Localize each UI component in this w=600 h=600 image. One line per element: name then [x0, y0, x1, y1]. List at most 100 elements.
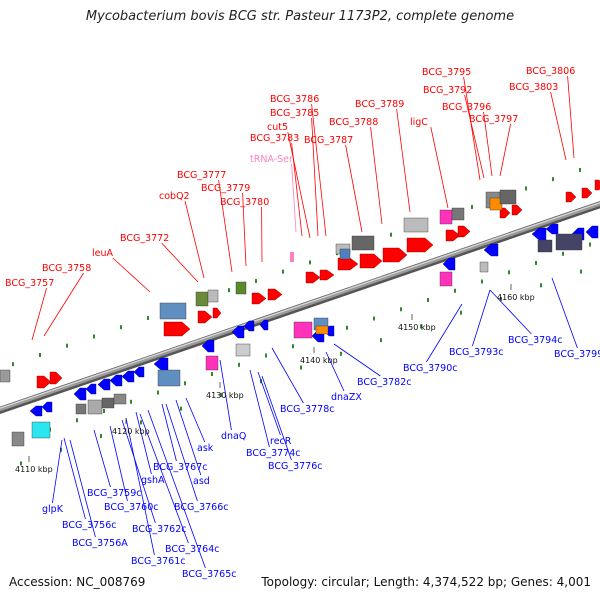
leader-line [31, 287, 47, 341]
forward-gene-arrow [49, 371, 63, 385]
forward-gene-arrow [337, 257, 359, 271]
forward-gene-arrow [581, 187, 593, 199]
reverse-gene-arrow [73, 387, 87, 401]
bottom-gene-label: BCG_3794c [508, 335, 563, 346]
feature-box [439, 271, 453, 287]
top-gene-label: BCG_3792 [423, 85, 472, 96]
top-gene-label: BCG_3786 [270, 94, 319, 105]
feature-box [195, 291, 209, 307]
reverse-gene-arrow [585, 225, 599, 239]
track-marker [100, 434, 102, 439]
track-marker [60, 447, 62, 452]
reverse-gene-arrow [133, 366, 145, 378]
track-marker [228, 288, 230, 293]
forward-gene-arrow [499, 207, 511, 219]
bottom-gene-label: BCG_3756A [72, 538, 128, 549]
bottom-gene-label: BCG_3760c [104, 502, 159, 513]
bottom-gene-label: BCG_3778c [280, 404, 335, 415]
top-gene-label: BCG_3796 [442, 102, 491, 113]
leader-line [426, 303, 463, 363]
leader-line [325, 351, 345, 392]
track-marker [427, 298, 429, 303]
leader-line [396, 108, 411, 213]
leader-line [43, 272, 84, 337]
track-marker [579, 167, 581, 172]
leader-line [430, 126, 449, 209]
forward-gene-arrow [445, 229, 461, 242]
bottom-gene-label: BCG_3761c [131, 556, 186, 567]
backbone-body [0, 201, 600, 412]
track-marker [157, 390, 159, 395]
leader-line [464, 94, 485, 179]
leader-line [63, 437, 86, 520]
forward-gene-arrow [359, 253, 383, 269]
accession-text: Accession: NC_008769 [9, 575, 146, 589]
track-marker [220, 392, 222, 397]
leader-line [463, 76, 481, 181]
forward-gene-arrow [382, 247, 408, 263]
feature-box [205, 355, 219, 371]
leader-line [219, 359, 232, 431]
feature-box [75, 403, 87, 415]
track-marker [471, 204, 473, 209]
leader-line [311, 103, 327, 237]
bottom-gene-label: BCG_3762c [132, 524, 187, 535]
track-marker [211, 372, 213, 377]
feature-box [31, 421, 51, 439]
leader-line [271, 347, 304, 404]
feature-box [499, 189, 517, 205]
leader-line [291, 163, 297, 233]
leader-line [249, 369, 270, 448]
scale-tick-label: 4140 kbp [300, 356, 338, 365]
leader-line [135, 411, 152, 475]
feature-box [351, 235, 375, 251]
reverse-gene-arrow [483, 243, 499, 257]
top-gene-label: BCG_3780 [220, 197, 269, 208]
top-gene-label: BCG_3788 [329, 117, 378, 128]
reverse-gene-arrow [85, 383, 97, 395]
bottom-gene-label: dnaZX [331, 392, 362, 403]
scale-tick-label: 4130 kbp [206, 391, 244, 400]
track-marker [309, 260, 311, 265]
leader-line [93, 429, 111, 488]
scale-ticks: 4110 kbp 4120 kbp 4130 kbp 4140 kbp 4150 kbp… [15, 284, 535, 474]
top-gene-label: tRNA-Ser [250, 154, 293, 165]
topology-summary: Topology: circular; Length: 4,374,522 bp… [261, 575, 591, 589]
feature-box [479, 261, 489, 273]
leader-line [184, 200, 205, 279]
top-gene-label: BCG_3783 [250, 133, 299, 144]
feature-box [439, 209, 453, 225]
track-marker [500, 297, 502, 301]
feature-box [537, 239, 553, 253]
track-marker [282, 269, 284, 274]
bottom-gene-label: BCG_3790c [403, 363, 458, 374]
reverse-gene-arrow [109, 374, 123, 387]
leader-line [489, 289, 532, 335]
feature-box [157, 369, 181, 387]
bottom-gene-label: BCG_3764c [165, 544, 220, 555]
bottom-gene-label: gshA [141, 475, 165, 486]
trna-marker [290, 252, 294, 262]
track-marker [481, 279, 483, 284]
forward-gene-arrow [251, 292, 267, 305]
reverse-gene-arrow [259, 319, 269, 331]
track-marker [552, 177, 554, 182]
leader-line [185, 397, 206, 443]
bottom-gene-label: BCG_3767c [153, 462, 208, 473]
leader-line [551, 277, 578, 349]
leader-line [483, 111, 493, 177]
forward-gene-arrow [267, 288, 283, 301]
reverse-gene-arrow [231, 325, 245, 339]
track-marker [66, 343, 68, 348]
gene-features [0, 179, 600, 447]
track-marker [373, 316, 375, 321]
leader-line [345, 144, 363, 233]
bottom-gene-label: recR [270, 436, 292, 447]
bottom-gene-label: BCG_3774c [246, 448, 301, 459]
leader-line [147, 409, 206, 569]
feature-box [293, 321, 313, 339]
track-marker [93, 334, 95, 339]
feature-box [403, 217, 429, 233]
leader-line [311, 117, 319, 237]
